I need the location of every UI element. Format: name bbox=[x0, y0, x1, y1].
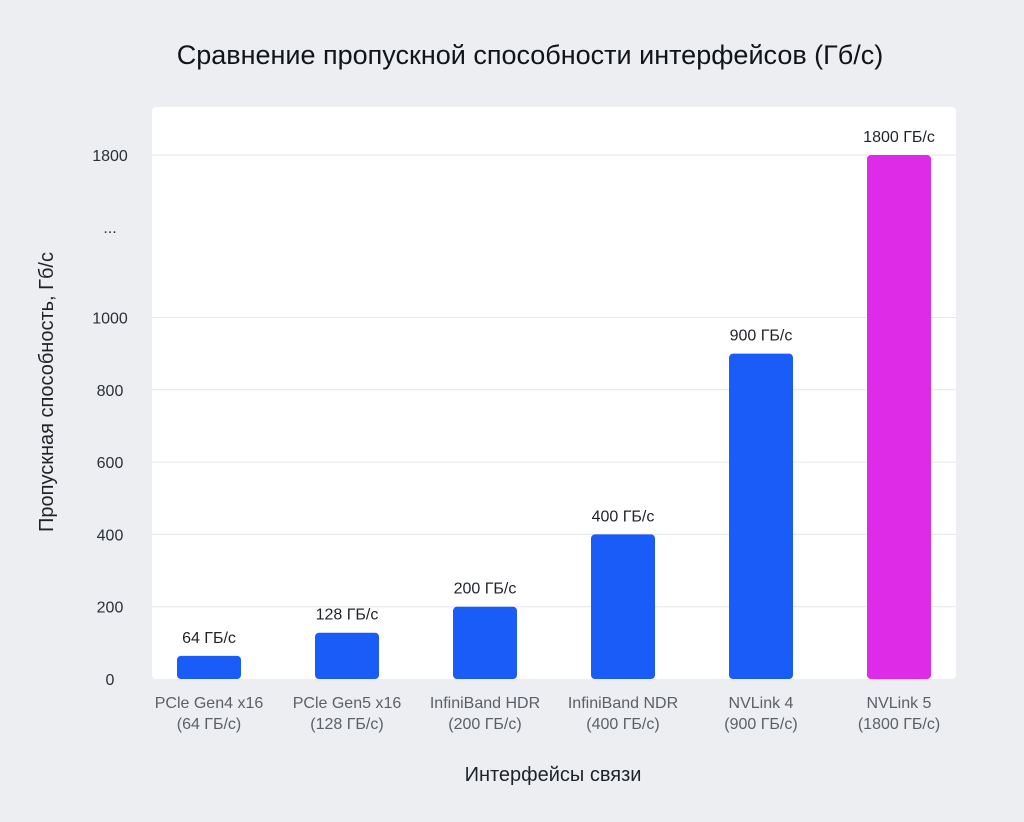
x-axis-categories: PCle Gen4 x16 (64 ГБ/с) PCle Gen5 x16 (128 … bbox=[155, 695, 940, 733]
bar-data-label: 1800 ГБ/с bbox=[863, 129, 935, 146]
y-axis-label: Пропускная способность, Гб/с bbox=[36, 252, 58, 532]
x-category-label: (200 ГБ/с) bbox=[448, 716, 521, 733]
x-category-label: NVLink 4 bbox=[729, 695, 794, 712]
bar bbox=[729, 353, 793, 679]
bar bbox=[867, 155, 931, 679]
x-category-label: (1800 ГБ/с) bbox=[858, 716, 940, 733]
bars: 64 ГБ/с 128 ГБ/с 200 ГБ/с 400 ГБ/с 900 ГБ/с 1… bbox=[177, 129, 935, 679]
y-tick-label: 400 bbox=[97, 527, 124, 544]
y-tick-label: 800 bbox=[97, 383, 124, 400]
bar-data-label: 400 ГБ/с bbox=[592, 508, 655, 525]
x-category-label: (64 ГБ/с) bbox=[177, 716, 242, 733]
x-category-label: (900 ГБ/с) bbox=[724, 716, 797, 733]
y-axis-ticks: 0 200 400 600 800 1000... 1800 bbox=[92, 148, 128, 689]
y-tick-label: 1000 bbox=[92, 311, 128, 328]
x-category-label: (128 ГБ/с) bbox=[310, 716, 383, 733]
x-category-label: PCle Gen4 x16 bbox=[155, 695, 264, 712]
x-category-label: PCle Gen5 x16 bbox=[293, 695, 402, 712]
y-tick-label: ... bbox=[103, 220, 116, 237]
y-tick-label: 1800 bbox=[92, 148, 128, 165]
bar-data-label: 200 ГБ/с bbox=[454, 581, 517, 598]
bar-data-label: 900 ГБ/с bbox=[730, 328, 793, 345]
x-category-label: (400 ГБ/с) bbox=[586, 716, 659, 733]
bar bbox=[315, 632, 379, 679]
y-tick-label: 0 bbox=[106, 672, 115, 689]
bar bbox=[453, 606, 517, 679]
grid-lines bbox=[152, 154, 956, 608]
bar-data-label: 128 ГБ/с bbox=[316, 607, 379, 624]
bar-data-label: 64 ГБ/с bbox=[182, 630, 236, 647]
y-tick-label: 600 bbox=[97, 455, 124, 472]
x-category-label: InfiniBand NDR bbox=[568, 695, 678, 712]
x-axis-label: Интерфейсы связи bbox=[465, 764, 642, 786]
y-tick-label: 200 bbox=[97, 600, 124, 617]
bar bbox=[591, 534, 655, 679]
x-category-label: InfiniBand HDR bbox=[430, 695, 540, 712]
bar bbox=[177, 655, 241, 679]
chart-title: Сравнение пропускной способности интерфе… bbox=[177, 40, 884, 70]
x-category-label: NVLink 5 bbox=[867, 695, 932, 712]
plot-area bbox=[152, 107, 956, 679]
